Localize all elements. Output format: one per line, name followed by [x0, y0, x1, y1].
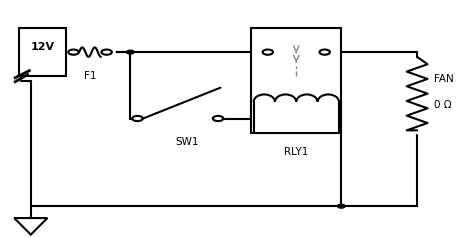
Text: 0 Ω: 0 Ω — [434, 100, 451, 110]
Circle shape — [127, 50, 134, 54]
Polygon shape — [14, 218, 47, 235]
Circle shape — [213, 116, 223, 121]
Circle shape — [132, 116, 143, 121]
Text: 12V: 12V — [31, 42, 55, 52]
Circle shape — [337, 204, 345, 208]
Text: FAN: FAN — [434, 74, 454, 84]
Circle shape — [101, 50, 112, 55]
Circle shape — [319, 50, 330, 55]
FancyBboxPatch shape — [19, 28, 66, 76]
Text: RLY1: RLY1 — [284, 147, 309, 157]
Text: F1: F1 — [84, 71, 96, 81]
Circle shape — [263, 50, 273, 55]
Circle shape — [68, 50, 79, 55]
Text: SW1: SW1 — [175, 137, 199, 147]
FancyBboxPatch shape — [251, 28, 341, 133]
